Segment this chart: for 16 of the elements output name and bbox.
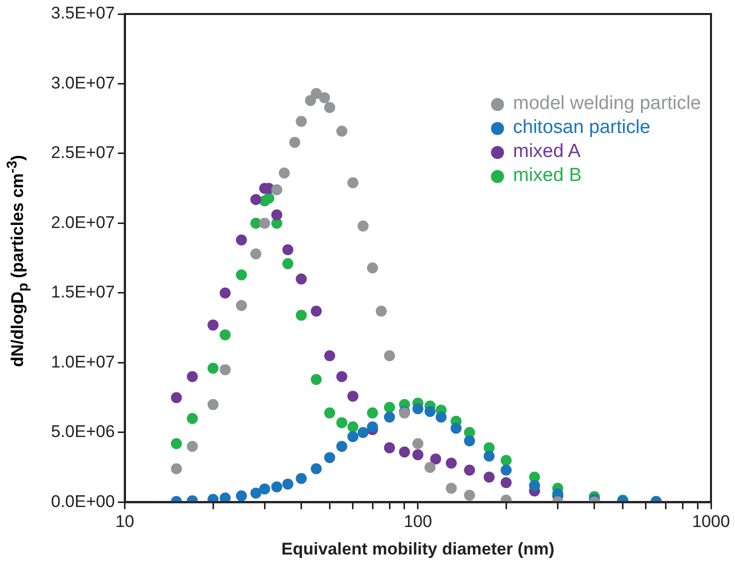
- y-tick-label: 5.0E+06: [50, 422, 115, 442]
- y-tick-label: 1.0E+07: [50, 352, 115, 372]
- legend-label: mixed A: [513, 140, 581, 164]
- y-tick-label: 2.0E+07: [50, 212, 115, 232]
- x-axis-title: Equivalent mobility diameter (nm): [281, 539, 554, 558]
- legend-label: chitosan particle: [513, 116, 650, 140]
- y-tick-label: 2.5E+07: [50, 143, 115, 162]
- y-tick-label: 3.5E+07: [50, 4, 115, 23]
- x-tick-label: 1000: [692, 512, 730, 532]
- x-tick-label: 100: [404, 512, 432, 532]
- x-tick-label: 10: [115, 512, 134, 532]
- y-tick-label: 3.0E+07: [50, 73, 115, 92]
- y-tick-label: 0.0E+00: [50, 492, 115, 511]
- legend-label: model welding particle: [513, 92, 701, 116]
- y-tick-label: 1.5E+07: [50, 282, 115, 302]
- legend-label: mixed B: [513, 164, 582, 188]
